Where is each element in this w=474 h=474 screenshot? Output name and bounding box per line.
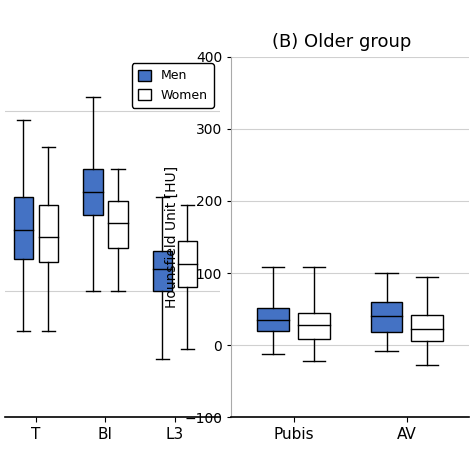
Y-axis label: Hounsfield Unit [HU]: Hounsfield Unit [HU] bbox=[165, 166, 179, 308]
FancyBboxPatch shape bbox=[298, 313, 330, 339]
FancyBboxPatch shape bbox=[153, 251, 172, 291]
Legend: Men, Women: Men, Women bbox=[132, 63, 214, 108]
FancyBboxPatch shape bbox=[39, 205, 58, 262]
FancyBboxPatch shape bbox=[14, 197, 33, 259]
FancyBboxPatch shape bbox=[83, 169, 103, 215]
FancyBboxPatch shape bbox=[371, 302, 402, 332]
FancyBboxPatch shape bbox=[411, 315, 443, 341]
FancyBboxPatch shape bbox=[257, 308, 289, 331]
FancyBboxPatch shape bbox=[178, 241, 197, 287]
FancyBboxPatch shape bbox=[108, 201, 128, 248]
Text: (B) Older group: (B) Older group bbox=[272, 33, 411, 51]
